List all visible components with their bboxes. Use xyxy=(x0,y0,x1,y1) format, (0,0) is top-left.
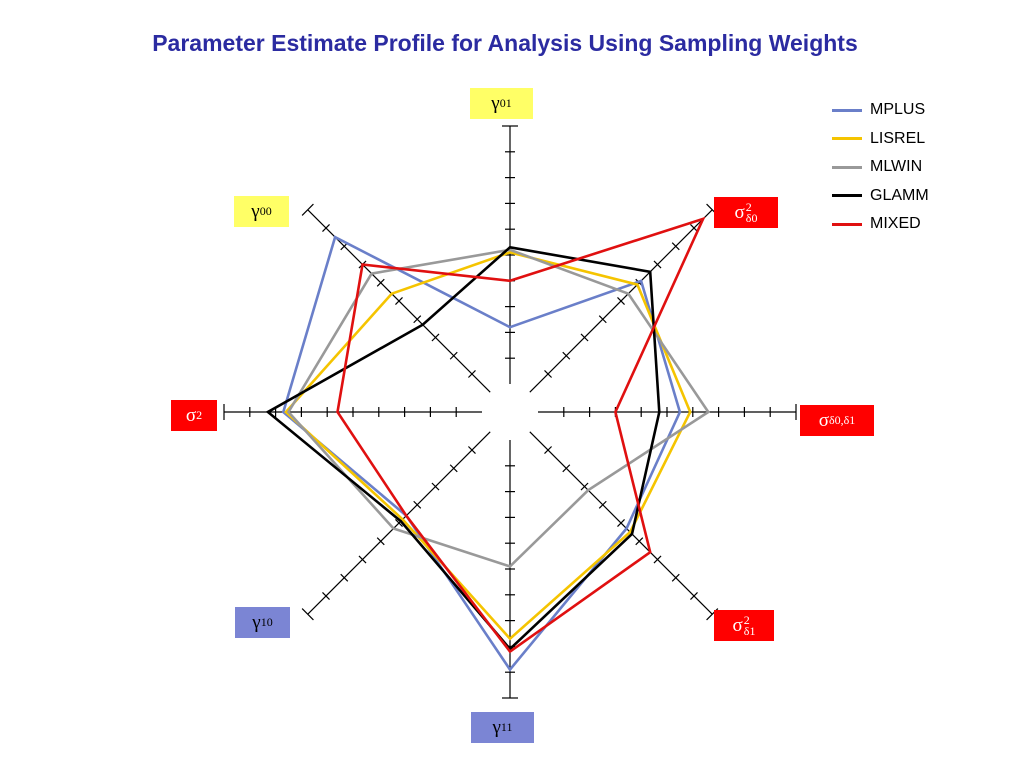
axis-label-symbol: γ xyxy=(492,716,501,738)
legend-swatch xyxy=(832,137,862,141)
axis-tick xyxy=(580,333,589,342)
legend-label: MLWIN xyxy=(870,158,923,176)
axis-tick xyxy=(358,555,367,564)
legend-item-mixed: MIXED xyxy=(832,210,929,239)
legend-item-mlwin: MLWIN xyxy=(832,153,929,182)
axis-label-sub: δ1 xyxy=(743,623,756,638)
axis-label-sub: 01 xyxy=(499,96,512,110)
axis-tick xyxy=(690,224,698,232)
legend-label: MIXED xyxy=(870,215,921,233)
axis-tick xyxy=(635,537,644,546)
axis-label-sigma2-delta1: σ 2 δ1 xyxy=(714,610,774,641)
axis-label-symbol: σ xyxy=(734,201,745,223)
axis-label-sub: 11 xyxy=(500,720,513,734)
legend: MPLUS LISREL MLWIN GLAMM MIXED xyxy=(832,96,929,239)
axis-tick xyxy=(301,203,314,216)
axis-tick xyxy=(431,333,440,342)
legend-swatch xyxy=(832,194,862,198)
axis-tick xyxy=(580,482,589,491)
axis-label-sub: 10 xyxy=(260,615,273,629)
axis-label-gamma10: γ 10 xyxy=(235,607,290,638)
axis-tick xyxy=(544,369,553,378)
axis-tick xyxy=(617,297,625,305)
axis-tick xyxy=(617,519,625,527)
axis-tick xyxy=(449,464,458,473)
axis-tick xyxy=(395,297,403,305)
legend-item-mplus: MPLUS xyxy=(832,96,929,125)
axis-label-symbol: σ xyxy=(732,614,743,636)
axis-tick xyxy=(671,573,680,582)
legend-item-lisrel: LISREL xyxy=(832,125,929,154)
axis-label-sigma-delta0-delta1: σ δ0,δ1 xyxy=(800,405,874,436)
axis-label-sub: 00 xyxy=(259,204,272,218)
legend-label: MPLUS xyxy=(870,101,926,119)
axis-tick xyxy=(413,500,422,509)
legend-swatch xyxy=(832,222,862,226)
axis-tick xyxy=(653,555,662,564)
legend-item-glamm: GLAMM xyxy=(832,182,929,211)
legend-label: GLAMM xyxy=(870,186,929,204)
series-line-glamm xyxy=(265,245,661,651)
axis-tick xyxy=(598,315,607,324)
axis-tick xyxy=(467,369,476,378)
axis-tick xyxy=(413,315,422,324)
axis-label-sup: 2 xyxy=(745,199,752,214)
axis-tick xyxy=(322,224,330,232)
legend-label: LISREL xyxy=(870,129,926,147)
axis-tick xyxy=(449,351,458,360)
axis-label-sigma2-delta0: σ 2 δ0 xyxy=(714,197,778,228)
axis-tick xyxy=(322,592,330,600)
axis-label-symbol: σ xyxy=(818,409,829,431)
axis-label-sub: δ0 xyxy=(745,210,758,225)
axis-tick xyxy=(653,260,662,269)
axis-label-sup: 2 xyxy=(196,408,203,422)
axis-tick xyxy=(376,537,385,546)
axis-label-symbol: γ xyxy=(251,200,260,222)
axis-tick xyxy=(431,482,440,491)
axis-label-gamma01: γ 01 xyxy=(470,88,533,119)
axis-tick xyxy=(301,608,314,621)
axis-tick xyxy=(690,592,698,600)
axis-label-symbol: γ xyxy=(252,611,261,633)
axis-label-symbol: σ xyxy=(185,404,197,426)
axis-label-sub: δ0,δ1 xyxy=(828,413,856,427)
chart-title: Parameter Estimate Profile for Analysis … xyxy=(152,30,858,56)
axis-tick xyxy=(467,446,476,455)
axis-label-symbol: γ xyxy=(491,92,500,114)
axis-tick xyxy=(376,278,385,287)
axis-tick xyxy=(340,573,349,582)
axis-tick xyxy=(598,500,607,509)
axis-tick xyxy=(671,242,680,251)
axis-tick xyxy=(562,464,571,473)
axis-label-gamma11: γ 11 xyxy=(471,712,534,743)
series-line-mixed xyxy=(336,216,706,654)
axis-tick xyxy=(562,351,571,360)
legend-swatch xyxy=(832,165,862,169)
axis-label-gamma00: γ 00 xyxy=(234,196,289,227)
axis-tick xyxy=(395,519,403,527)
axis-label-sup: 2 xyxy=(743,612,750,627)
legend-swatch xyxy=(832,108,862,112)
axis-tick xyxy=(544,446,553,455)
